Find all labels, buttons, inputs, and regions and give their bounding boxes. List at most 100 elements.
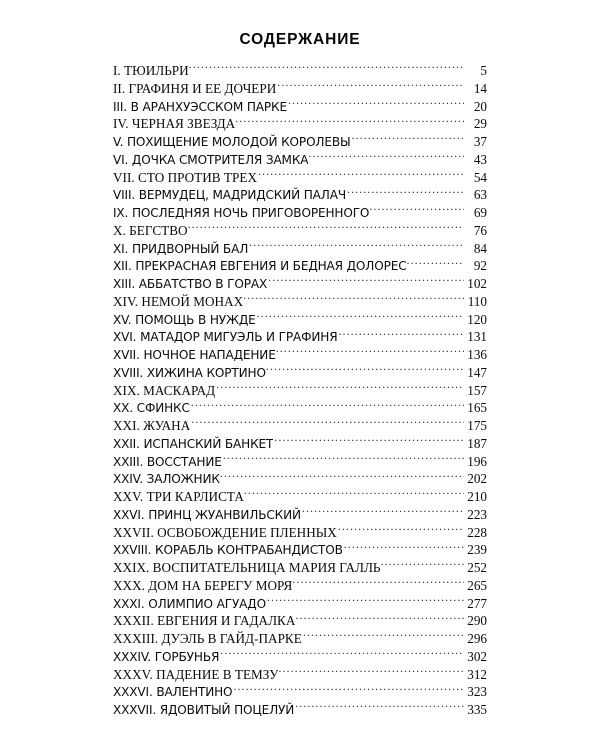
toc-entry[interactable]: XVI. МАТАДОР МИГУЭЛЬ И ГРАФИНЯ 131 <box>113 328 487 346</box>
toc-leader-dots <box>344 541 464 554</box>
toc-leader-dots <box>220 648 464 661</box>
toc-entry[interactable]: XXV. ТРИ КАРЛИСТА 210 <box>113 488 487 506</box>
toc-entry[interactable]: XII. ПРЕКРАСНАЯ ЕВГЕНИЯ И БЕДНАЯ ДОЛОРЕС… <box>113 257 487 275</box>
toc-entry[interactable]: XXX. ДОМ НА БЕРЕГУ МОРЯ 265 <box>113 577 487 595</box>
toc-entry-label: XXXVII. ЯДОВИТЫЙ ПОЦЕЛУЙ <box>113 703 295 718</box>
toc-entry-page-number: 43 <box>473 151 487 167</box>
toc-entry[interactable]: XIII. АББАТСТВО В ГОРАХ 102 <box>113 275 487 293</box>
toc-entry[interactable]: XIX. МАСКАРАД 157 <box>113 382 487 400</box>
toc-entry[interactable]: XXI. ЖУАНА 175 <box>113 417 487 435</box>
toc-entry-label: XXXII. ЕВГЕНИЯ И ГАДАЛКА <box>113 613 296 629</box>
toc-leader-dots <box>268 275 464 288</box>
toc-entry[interactable]: XI. ПРИДВОРНЫЙ БАЛ 84 <box>113 240 487 258</box>
toc-entry-label: VI. ДОЧКА СМОТРИТЕЛЯ ЗАМКА <box>113 152 309 167</box>
toc-entry-page-number: 223 <box>467 506 487 522</box>
toc-entry-page-number: 296 <box>467 631 487 647</box>
toc-entry[interactable]: IV. ЧЕРНАЯ ЗВЕЗДА 29 <box>113 115 487 133</box>
toc-entry-page-number: 252 <box>467 560 487 576</box>
toc-entry-page-number: 37 <box>473 134 487 150</box>
toc-entry[interactable]: XXVI. ПРИНЦ ЖУАНВИЛЬСКИЙ 223 <box>113 506 487 524</box>
toc-entry-label: XXXIV. ГОРБУНЬЯ <box>113 649 220 664</box>
toc-entry-label: XV. ПОМОЩЬ В НУЖДЕ <box>113 312 256 327</box>
toc-leader-dots <box>220 470 464 483</box>
toc-entry-label: V. ПОХИЩЕНИЕ МОЛОДОЙ КОРОЛЕВЫ <box>113 135 351 150</box>
toc-entry[interactable]: XIV. НЕМОЙ МОНАХ 110 <box>113 293 487 311</box>
toc-list: I. ТЮИЛЬРИ 5 II. ГРАФИНЯ И ЕЕ ДОЧЕРИ 14 III.… <box>113 62 487 719</box>
toc-entry-label: XIV. НЕМОЙ МОНАХ <box>113 293 244 309</box>
toc-entry-page-number: 29 <box>473 116 487 132</box>
toc-entry-page-number: 14 <box>473 80 487 96</box>
toc-entry-page-number: 76 <box>473 222 487 238</box>
toc-entry-label: VII. СТО ПРОТИВ ТРЕХ <box>113 169 257 185</box>
toc-entry[interactable]: XXXVII. ЯДОВИТЫЙ ПОЦЕЛУЙ 335 <box>113 701 487 719</box>
toc-entry[interactable]: VIII. ВЕРМУДЕЦ, МАДРИДСКИЙ ПАЛАЧ 63 <box>113 186 487 204</box>
toc-entry[interactable]: XXIII. ВОССТАНИЕ 196 <box>113 453 487 471</box>
toc-entry-label: XVII. НОЧНОЕ НАПАДЕНИЕ <box>113 348 276 363</box>
toc-entry[interactable]: XXVIII. КОРАБЛЬ КОНТРАБАНДИСТОВ 239 <box>113 541 487 559</box>
toc-leader-dots <box>244 488 464 501</box>
toc-entry[interactable]: XVII. НОЧНОЕ НАПАДЕНИЕ 136 <box>113 346 487 364</box>
toc-entry[interactable]: XXXI. ОЛИМПИО АГУАДО 277 <box>113 595 487 613</box>
toc-entry[interactable]: VII. СТО ПРОТИВ ТРЕХ 54 <box>113 169 487 187</box>
toc-entry[interactable]: XXIV. ЗАЛОЖНИК 202 <box>113 470 487 488</box>
toc-leader-dots <box>274 435 464 448</box>
toc-leader-dots <box>249 240 464 253</box>
toc-entry[interactable]: V. ПОХИЩЕНИЕ МОЛОДОЙ КОРОЛЕВЫ 37 <box>113 133 487 151</box>
toc-entry[interactable]: XXXIII. ДУЭЛЬ В ГАЙД-ПАРКЕ 296 <box>113 630 487 648</box>
toc-leader-dots <box>266 364 464 377</box>
toc-entry-page-number: 265 <box>467 577 487 593</box>
toc-entry-page-number: 120 <box>467 311 487 327</box>
toc-entry[interactable]: III. В АРАНХУЭССКОМ ПАРКЕ 20 <box>113 98 487 116</box>
toc-entry-label: IV. ЧЕРНАЯ ЗВЕЗДА <box>113 116 236 132</box>
toc-entry[interactable]: X. БЕГСТВО 76 <box>113 222 487 240</box>
toc-leader-dots <box>243 293 464 306</box>
toc-leader-dots <box>278 666 464 679</box>
toc-entry[interactable]: XXXII. ЕВГЕНИЯ И ГАДАЛКА 290 <box>113 612 487 630</box>
toc-entry-label: XXIV. ЗАЛОЖНИК <box>113 472 220 487</box>
toc-entry-label: XIII. АББАТСТВО В ГОРАХ <box>113 277 268 292</box>
toc-entry[interactable]: I. ТЮИЛЬРИ 5 <box>113 62 487 80</box>
toc-entry[interactable]: XX. СФИНКС 165 <box>113 399 487 417</box>
toc-entry[interactable]: VI. ДОЧКА СМОТРИТЕЛЯ ЗАМКА 43 <box>113 151 487 169</box>
toc-entry[interactable]: XXII. ИСПАНСКИЙ БАНКЕТ 187 <box>113 435 487 453</box>
toc-leader-dots <box>233 683 464 696</box>
toc-entry-page-number: 187 <box>467 435 487 451</box>
toc-leader-dots <box>338 524 464 537</box>
toc-entry[interactable]: XVIII. ХИЖИНА КОРТИНО 147 <box>113 364 487 382</box>
toc-entry-label: I. ТЮИЛЬРИ <box>113 63 189 79</box>
toc-entry-page-number: 136 <box>467 347 487 363</box>
toc-leader-dots <box>235 115 464 128</box>
toc-entry[interactable]: XV. ПОМОЩЬ В НУЖДЕ 120 <box>113 311 487 329</box>
toc-entry-label: XXI. ЖУАНА <box>113 418 191 434</box>
toc-entry-page-number: 175 <box>467 418 487 434</box>
toc-entry[interactable]: XXXVI. ВАЛЕНТИНО 323 <box>113 683 487 701</box>
toc-entry-page-number: 69 <box>473 205 487 221</box>
toc-leader-dots <box>189 62 464 75</box>
toc-entry-label: XXV. ТРИ КАРЛИСТА <box>113 489 244 505</box>
toc-entry[interactable]: XXIX. ВОСПИТАТЕЛЬНИЦА МАРИЯ ГАЛЛЬ 252 <box>113 559 487 577</box>
toc-entry-page-number: 302 <box>467 648 487 664</box>
toc-entry-label: XXIX. ВОСПИТАТЕЛЬНИЦА МАРИЯ ГАЛЛЬ <box>113 560 381 576</box>
toc-entry[interactable]: II. ГРАФИНЯ И ЕЕ ДОЧЕРИ 14 <box>113 80 487 98</box>
toc-entry-label: XX. СФИНКС <box>113 401 190 416</box>
toc-entry-label: XXVII. ОСВОБОЖДЕНИЕ ПЛЕННЫХ <box>113 524 337 540</box>
toc-entry[interactable]: XXVII. ОСВОБОЖДЕНИЕ ПЛЕННЫХ 228 <box>113 524 487 542</box>
toc-entry-page-number: 228 <box>467 524 487 540</box>
toc-entry-label: XXXV. ПАДЕНИЕ В ТЕМЗУ <box>113 666 279 682</box>
toc-leader-dots <box>302 506 464 519</box>
toc-entry[interactable]: XXXV. ПАДЕНИЕ В ТЕМЗУ 312 <box>113 666 487 684</box>
toc-entry-page-number: 102 <box>467 276 487 292</box>
toc-leader-dots <box>216 382 464 395</box>
toc-entry-page-number: 54 <box>473 169 487 185</box>
toc-entry-page-number: 5 <box>480 63 487 79</box>
page-title: СОДЕРЖАНИЕ <box>239 31 361 48</box>
toc-leader-dots <box>258 169 464 182</box>
toc-leader-dots <box>276 346 464 359</box>
toc-entry-label: XXXVI. ВАЛЕНТИНО <box>113 685 233 700</box>
toc-entry[interactable]: IX. ПОСЛЕДНЯЯ НОЧЬ ПРИГОВОРЕННОГО 69 <box>113 204 487 222</box>
toc-entry-label: XVI. МАТАДОР МИГУЭЛЬ И ГРАФИНЯ <box>113 330 338 345</box>
toc-entry-label: XIX. МАСКАРАД <box>113 382 216 398</box>
toc-entry-label: VIII. ВЕРМУДЕЦ, МАДРИДСКИЙ ПАЛАЧ <box>113 188 347 203</box>
toc-entry[interactable]: XXXIV. ГОРБУНЬЯ 302 <box>113 648 487 666</box>
